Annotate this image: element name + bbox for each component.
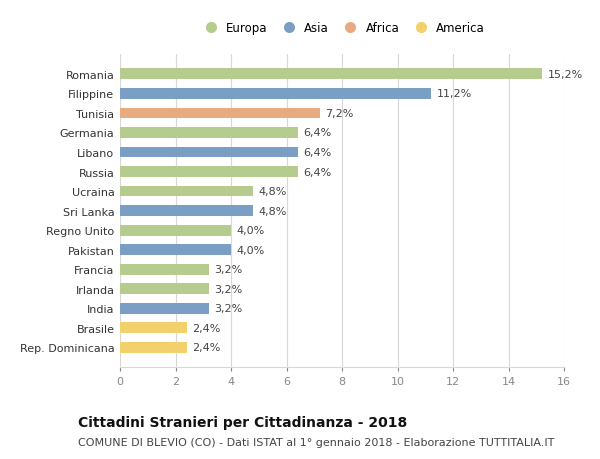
Bar	[120, 128, 298, 139]
Bar	[120, 89, 431, 100]
Legend: Europa, Asia, Africa, America: Europa, Asia, Africa, America	[194, 17, 490, 39]
Bar	[120, 284, 209, 295]
Text: 3,2%: 3,2%	[214, 304, 242, 313]
Text: Cittadini Stranieri per Cittadinanza - 2018: Cittadini Stranieri per Cittadinanza - 2…	[78, 415, 407, 429]
Text: 3,2%: 3,2%	[214, 284, 242, 294]
Bar	[120, 206, 253, 217]
Bar	[120, 147, 298, 158]
Bar	[120, 225, 231, 236]
Bar	[120, 186, 253, 197]
Bar	[120, 108, 320, 119]
Text: 4,0%: 4,0%	[236, 245, 265, 255]
Bar	[120, 167, 298, 178]
Text: 3,2%: 3,2%	[214, 265, 242, 274]
Text: 7,2%: 7,2%	[325, 109, 354, 118]
Text: 15,2%: 15,2%	[547, 70, 583, 79]
Text: 2,4%: 2,4%	[192, 323, 221, 333]
Bar	[120, 323, 187, 334]
Text: 11,2%: 11,2%	[436, 89, 472, 99]
Bar	[120, 245, 231, 256]
Bar	[120, 342, 187, 353]
Text: 6,4%: 6,4%	[303, 148, 331, 157]
Bar	[120, 303, 209, 314]
Text: 4,8%: 4,8%	[259, 187, 287, 196]
Bar	[120, 69, 542, 80]
Text: 2,4%: 2,4%	[192, 343, 221, 353]
Text: COMUNE DI BLEVIO (CO) - Dati ISTAT al 1° gennaio 2018 - Elaborazione TUTTITALIA.: COMUNE DI BLEVIO (CO) - Dati ISTAT al 1°…	[78, 437, 554, 447]
Text: 6,4%: 6,4%	[303, 128, 331, 138]
Bar	[120, 264, 209, 275]
Text: 6,4%: 6,4%	[303, 167, 331, 177]
Text: 4,0%: 4,0%	[236, 226, 265, 235]
Text: 4,8%: 4,8%	[259, 206, 287, 216]
